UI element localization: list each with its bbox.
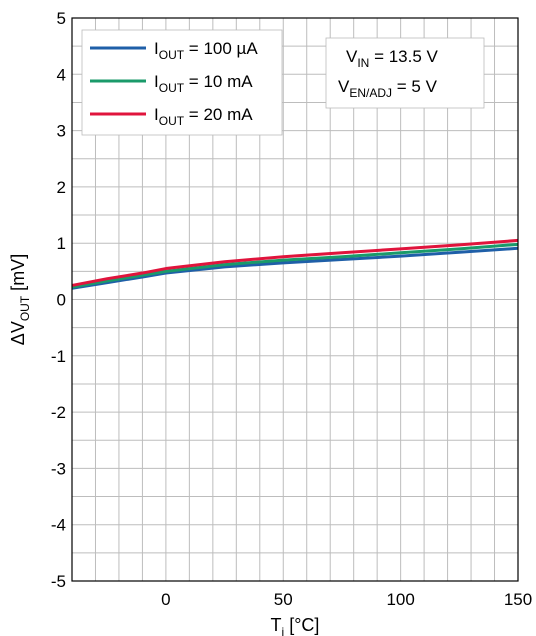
series-line-0 bbox=[71, 246, 519, 290]
annotation-vin: VIN = 13.5 V bbox=[346, 47, 439, 70]
annotation-ven-adj: VEN/ADJ = 5 V bbox=[338, 77, 438, 100]
y-tick-labels: -5 -4 -3 -2 -1 0 1 2 3 4 5 bbox=[51, 9, 66, 591]
annotation-box bbox=[325, 37, 485, 109]
y-tick-label: -2 bbox=[51, 403, 66, 422]
series-line-1 bbox=[71, 242, 519, 289]
x-tick-label: 50 bbox=[274, 590, 293, 609]
legend-label-2: IOUT = 20 mA bbox=[154, 105, 253, 128]
y-tick-label: 5 bbox=[57, 9, 66, 28]
y-tick-label: 3 bbox=[57, 122, 66, 141]
y-tick-label: -5 bbox=[51, 572, 66, 591]
y-tick-label: -1 bbox=[51, 347, 66, 366]
y-tick-label: -3 bbox=[51, 459, 66, 478]
y-tick-label: 2 bbox=[57, 178, 66, 197]
y-tick-label: 0 bbox=[57, 291, 66, 310]
x-tick-labels: 0 50 100 150 bbox=[161, 590, 532, 609]
y-tick-label: 1 bbox=[57, 234, 66, 253]
x-tick-label: 0 bbox=[161, 590, 170, 609]
plot-frame bbox=[71, 17, 519, 582]
series-line-2 bbox=[71, 238, 519, 287]
legend-label-1: IOUT = 10 mA bbox=[154, 72, 253, 95]
y-axis-title: ΔVOUT [mV] bbox=[8, 254, 32, 345]
legend: IOUT = 100 µA IOUT = 10 mA IOUT = 20 mA bbox=[81, 29, 283, 136]
x-tick-label: 100 bbox=[386, 590, 414, 609]
x-tick-label: 150 bbox=[504, 590, 532, 609]
y-tick-label: 4 bbox=[57, 65, 66, 84]
legend-label-0: IOUT = 100 µA bbox=[154, 39, 258, 62]
x-axis-title: Tj [°C] bbox=[271, 615, 320, 636]
conditions-annotation: VIN = 13.5 V VEN/ADJ = 5 V bbox=[325, 37, 485, 109]
series-lines bbox=[71, 238, 519, 290]
y-tick-label: -4 bbox=[51, 516, 66, 535]
